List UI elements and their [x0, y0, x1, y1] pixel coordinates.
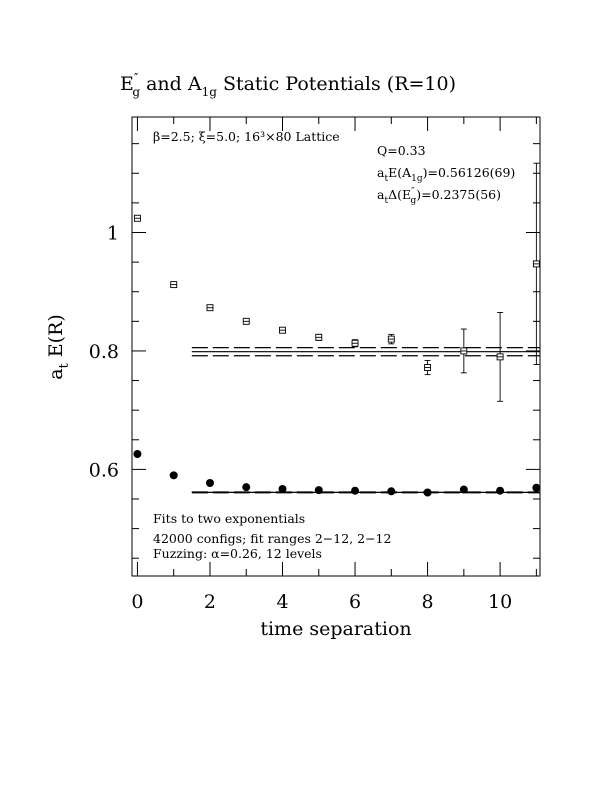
energy-pre: a	[377, 165, 385, 180]
circle-marker	[242, 483, 251, 492]
circle-marker	[205, 479, 214, 488]
title-lead-sup: ″	[134, 71, 139, 85]
tick-labels: 0 2 4 6 8 10 0.6 0.8 1	[89, 222, 512, 613]
gap-mid-sub: g	[410, 196, 416, 206]
ylabel-sub: t	[57, 362, 72, 368]
annotation-fuzzing: Fuzzing: α=0.26, 12 levels	[153, 546, 322, 561]
circle-marker	[387, 487, 396, 496]
x-tick-label: 6	[349, 591, 361, 613]
circle-marker	[532, 483, 541, 492]
x-tick-label: 4	[276, 591, 288, 613]
fit-lines	[191, 346, 540, 494]
circle-marker	[496, 486, 505, 495]
title-lead: E	[120, 73, 134, 95]
chart-title: E″ g and A1g Static Potentials (R=10)	[120, 71, 456, 99]
annotation-lattice: β=2.5; ξ=5.0; 16³×80 Lattice	[153, 129, 340, 144]
x-axis-label: time separation	[260, 618, 411, 640]
circle-marker	[351, 486, 360, 495]
plot-frame	[131, 116, 541, 577]
title-tail: Static Potentials (R=10)	[217, 73, 456, 95]
gap-mid: Δ(E	[388, 187, 411, 202]
annotation-energy: atE(A1g)=0.56126(69)	[377, 165, 515, 184]
ylabel-rest: E(R)	[45, 314, 67, 363]
circle-marker	[278, 484, 287, 493]
gap-post: )=0.2375(56)	[416, 187, 501, 202]
circle-marker	[314, 486, 323, 495]
x-tick-label: 0	[131, 591, 143, 613]
ylabel-main: a	[45, 368, 67, 379]
gap-mid-sup: ″	[411, 187, 415, 197]
circle-marker	[459, 485, 468, 494]
circle-marker	[169, 471, 178, 480]
title-lead-sub: g	[132, 85, 140, 99]
circle-marker	[423, 488, 432, 497]
energy-mid-sub: 1g	[411, 174, 423, 184]
gap-pre: a	[377, 187, 385, 202]
circle-marker	[133, 449, 142, 458]
y-tick-label: 0.8	[89, 341, 119, 363]
title-mid-sub: 1g	[202, 85, 218, 99]
x-tick-label: 8	[422, 591, 434, 613]
annotation-configs: 42000 configs; fit ranges 2−12, 2−12	[153, 531, 391, 546]
y-tick-label: 0.6	[89, 459, 119, 481]
y-tick-label: 1	[107, 222, 119, 244]
title-mid: and A	[140, 73, 202, 95]
annotation-gap: atΔ(E″ g)=0.2375(56)	[377, 187, 501, 206]
gap-pre-sub: t	[384, 196, 388, 206]
annotation-q: Q=0.33	[377, 143, 426, 158]
energy-mid: E(A	[388, 165, 412, 180]
x-tick-label: 10	[488, 591, 512, 613]
energy-pre-sub: t	[384, 174, 388, 184]
energy-post: )=0.56126(69)	[423, 165, 516, 180]
data-marks	[133, 162, 541, 497]
x-tick-label: 2	[204, 591, 216, 613]
annotation-fits: Fits to two exponentials	[153, 511, 305, 526]
y-axis-label: at E(R)	[45, 314, 72, 380]
axis-ticks	[132, 117, 540, 576]
